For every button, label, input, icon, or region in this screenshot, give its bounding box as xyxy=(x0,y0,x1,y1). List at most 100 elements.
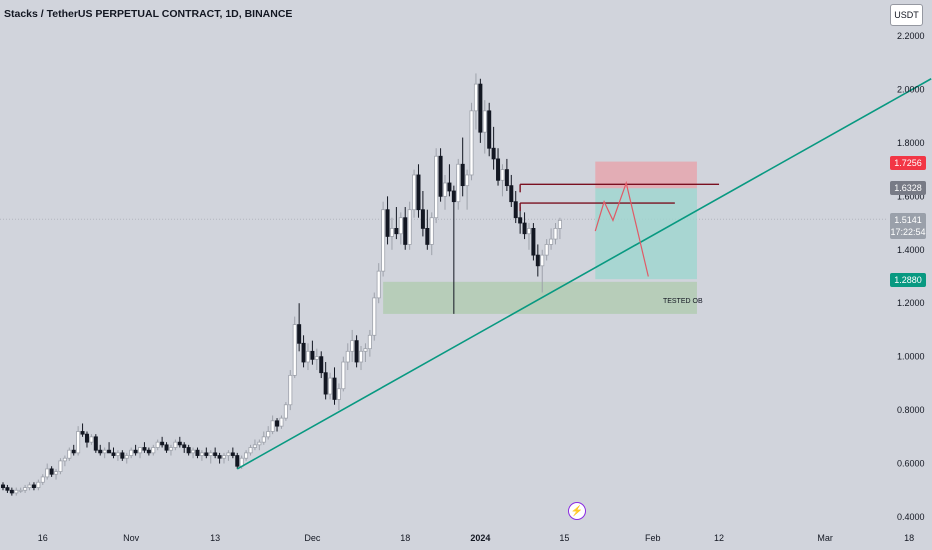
y-tick-label: 0.8000 xyxy=(897,405,925,415)
candle-body xyxy=(487,110,492,149)
candle-body xyxy=(120,452,125,459)
candle-body xyxy=(142,447,147,451)
x-tick-label: 2024 xyxy=(470,533,490,543)
y-tick-label: 0.6000 xyxy=(897,459,925,469)
candle-body xyxy=(442,182,447,197)
candle-body xyxy=(526,227,531,235)
candle-body xyxy=(213,452,218,456)
x-tick-label: 13 xyxy=(210,533,220,543)
candle-body xyxy=(283,404,288,419)
candle-body xyxy=(84,433,89,443)
candle-body xyxy=(345,350,350,363)
candle-body xyxy=(292,324,297,376)
candle-body xyxy=(173,441,178,448)
candle-body xyxy=(372,297,377,336)
candle-body xyxy=(0,484,6,489)
candle-body xyxy=(412,174,417,211)
candle-body xyxy=(381,209,386,272)
candle-body xyxy=(115,452,120,456)
candle-body xyxy=(544,244,549,256)
candle-body xyxy=(509,185,514,203)
candle-body xyxy=(336,388,341,400)
candle-body xyxy=(531,227,536,256)
candle-body xyxy=(500,169,505,181)
candle-body xyxy=(522,222,527,235)
candle-body xyxy=(394,227,399,235)
candle-body xyxy=(288,374,293,406)
x-tick-label: 12 xyxy=(714,533,724,543)
x-tick-label: Nov xyxy=(123,533,140,543)
x-tick-label: Feb xyxy=(645,533,661,543)
candle-body xyxy=(102,449,107,454)
target-price-tag: 1.7256 xyxy=(890,155,926,170)
candle-body xyxy=(323,372,328,395)
candle-body xyxy=(398,217,403,235)
candle-body xyxy=(186,447,191,454)
candle-body xyxy=(257,441,262,446)
candles xyxy=(0,73,562,496)
candle-body xyxy=(297,324,302,344)
candle-body xyxy=(36,481,41,489)
x-tick-label: 15 xyxy=(559,533,569,543)
y-axis: 2.2000 2.0000 1.8000 1.6000 1.4000 1.2000 1.00… xyxy=(897,31,925,522)
candle-body xyxy=(465,174,470,187)
candle-body xyxy=(54,471,59,475)
candle-body xyxy=(513,201,518,219)
candle-body xyxy=(58,460,63,472)
candle-body xyxy=(376,270,381,299)
lightning-icon[interactable]: ⚡ xyxy=(568,502,586,520)
candle-body xyxy=(199,452,204,456)
y-tick-label: 1.8000 xyxy=(897,138,925,148)
candle-body xyxy=(482,110,487,133)
candle-body xyxy=(491,147,496,160)
candle-body xyxy=(230,452,235,456)
countdown: 17:22:54 xyxy=(890,227,926,238)
order-block-label: TESTED OB xyxy=(663,298,703,305)
candle-body xyxy=(341,361,346,390)
candle-body xyxy=(416,174,421,211)
candle-body xyxy=(314,356,319,360)
candle-body xyxy=(151,447,156,454)
candle-body xyxy=(438,155,443,197)
projected-path xyxy=(594,180,649,277)
candle-body xyxy=(350,340,355,352)
candle-body xyxy=(460,163,465,187)
candle-body xyxy=(389,227,394,237)
candle-body xyxy=(217,455,222,459)
candle-body xyxy=(261,436,266,443)
candle-body xyxy=(71,449,76,454)
candle-body xyxy=(221,455,226,459)
candle-body xyxy=(226,452,231,456)
candle-body xyxy=(469,110,474,176)
candle-body xyxy=(420,209,425,229)
candle-body xyxy=(62,457,67,462)
chart-title: Stacks / TetherUS PERPETUAL CONTRACT, 1D… xyxy=(4,8,293,20)
candle-body xyxy=(301,342,306,363)
candle-body xyxy=(23,487,28,491)
candle-body xyxy=(359,350,364,363)
candle-body xyxy=(5,487,10,491)
candle-body xyxy=(332,377,337,400)
candle-body xyxy=(403,217,408,245)
y-tick-label: 2.0000 xyxy=(897,84,925,94)
candle-body xyxy=(553,227,558,240)
candle-body xyxy=(160,441,165,446)
candle-body xyxy=(168,447,173,451)
candle-body xyxy=(93,436,98,451)
x-tick-label: 18 xyxy=(400,533,410,543)
candle-body xyxy=(248,447,253,454)
candle-body xyxy=(18,489,23,492)
candle-body xyxy=(89,436,94,443)
candle-body xyxy=(535,254,540,267)
y-tick-label: 1.4000 xyxy=(897,245,925,255)
candle-body xyxy=(235,455,240,467)
x-tick-label: Mar xyxy=(817,533,833,543)
x-tick-label: Dec xyxy=(304,533,321,543)
currency-button[interactable]: USDT xyxy=(890,4,923,26)
candle-body xyxy=(14,489,19,494)
candle-body xyxy=(407,209,412,245)
candle-body xyxy=(177,441,182,446)
candle-body xyxy=(328,377,333,395)
stop-price-tag: 1.2880 xyxy=(890,272,926,287)
